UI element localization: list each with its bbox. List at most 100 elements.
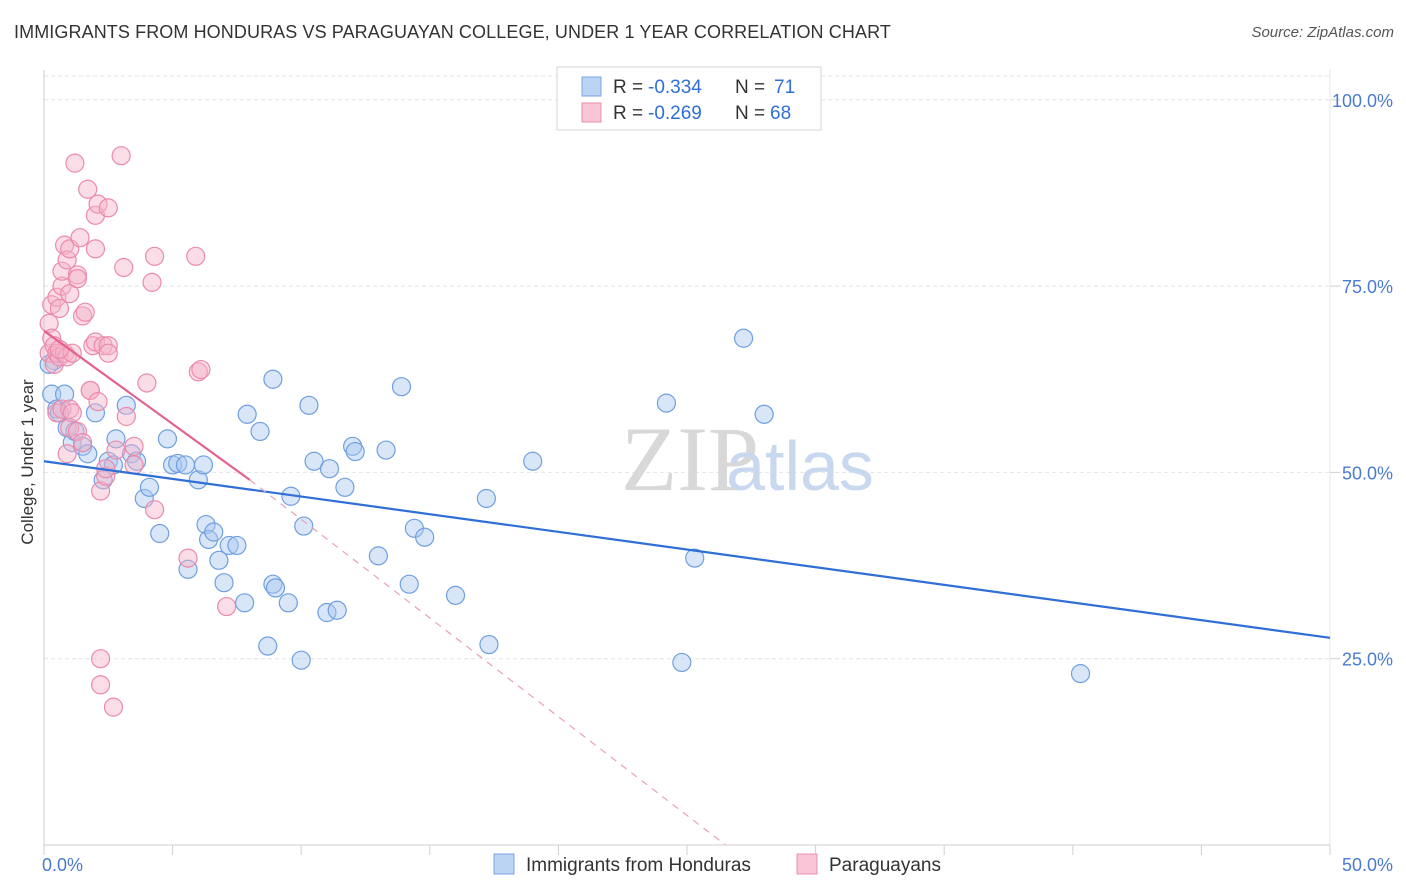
chart-title: IMMIGRANTS FROM HONDURAS VS PARAGUAYAN C… — [14, 22, 891, 42]
point-honduras-26 — [188, 470, 208, 490]
point-paraguayans-40 — [88, 392, 108, 412]
series-legend-swatch-paraguayans — [796, 853, 818, 875]
point-honduras-60 — [445, 585, 466, 605]
point-paraguayans-55 — [124, 436, 144, 456]
legend-swatch-blue — [581, 76, 602, 97]
point-honduras-23 — [168, 453, 188, 474]
point-honduras-57 — [399, 574, 419, 594]
point-paraguayans-59 — [144, 246, 165, 266]
point-paraguayans-61 — [178, 548, 198, 568]
point-paraguayans-28 — [67, 421, 88, 442]
point-paraguayans-53 — [114, 257, 134, 278]
point-honduras-42 — [278, 593, 298, 613]
y-tick-labels: 25.0% 50.0% 75.0% 100.0% — [1332, 91, 1393, 670]
point-honduras-65 — [672, 652, 692, 673]
point-paraguayans-11 — [52, 276, 72, 296]
point-honduras-61 — [476, 488, 496, 509]
series-legend: Immigrants from Honduras Paraguayans — [493, 853, 941, 876]
point-honduras-70 — [39, 354, 59, 374]
data-points — [39, 146, 1091, 717]
watermark-atlas: atlas — [726, 427, 874, 505]
point-paraguayans-48 — [98, 336, 118, 356]
point-paraguayans-45 — [96, 466, 116, 486]
axes — [43, 70, 1340, 855]
point-honduras-69 — [1070, 664, 1091, 684]
point-honduras-55 — [376, 440, 396, 460]
point-honduras-6 — [62, 432, 82, 453]
point-honduras-45 — [294, 516, 314, 536]
point-paraguayans-52 — [111, 146, 131, 166]
y-tick-label-3: 100.0% — [1332, 91, 1393, 111]
legend-swatch-pink — [581, 102, 602, 123]
point-paraguayans-64 — [191, 359, 211, 380]
point-paraguayans-29 — [70, 228, 90, 248]
point-paraguayans-9 — [49, 298, 70, 319]
point-honduras-47 — [304, 451, 324, 471]
point-honduras-41 — [265, 578, 286, 598]
point-paraguayans-66 — [72, 432, 93, 453]
point-honduras-19 — [139, 477, 160, 497]
grid-lines — [44, 75, 1330, 660]
legend-r-label-1: R = — [613, 77, 643, 98]
point-honduras-10 — [85, 403, 106, 423]
y-tick-label-1: 50.0% — [1342, 463, 1393, 483]
trend-line-honduras — [43, 460, 1331, 639]
point-paraguayans-10 — [49, 347, 70, 367]
point-honduras-32 — [214, 573, 234, 593]
point-paraguayans-39 — [88, 194, 108, 214]
point-honduras-28 — [196, 514, 216, 535]
point-honduras-50 — [327, 600, 347, 620]
point-paraguayans-47 — [98, 198, 118, 218]
point-honduras-30 — [204, 522, 224, 542]
trend-line-paraguayans — [43, 329, 251, 481]
point-paraguayans-50 — [103, 697, 124, 717]
point-paraguayans-20 — [60, 283, 80, 304]
point-honduras-59 — [415, 527, 435, 547]
point-paraguayans-49 — [98, 343, 118, 363]
trend-lines — [43, 329, 1331, 846]
point-paraguayans-14 — [54, 235, 75, 255]
point-honduras-52 — [343, 436, 363, 456]
point-honduras-27 — [193, 455, 214, 475]
point-honduras-33 — [219, 535, 239, 556]
legend-n-label-1: N = — [735, 77, 765, 98]
legend-n-label-2: N = — [735, 103, 765, 124]
point-honduras-39 — [263, 369, 283, 389]
point-honduras-4 — [54, 384, 75, 404]
trend-line-paraguayans-extension — [249, 479, 726, 846]
point-paraguayans-34 — [80, 380, 100, 401]
point-paraguayans-25 — [65, 153, 85, 173]
point-paraguayans-60 — [144, 500, 165, 520]
point-paraguayans-32 — [78, 179, 98, 199]
point-honduras-34 — [227, 535, 247, 556]
point-paraguayans-37 — [85, 239, 106, 259]
point-paraguayans-51 — [106, 440, 126, 460]
point-honduras-62 — [479, 634, 499, 655]
series-legend-label-honduras: Immigrants from Honduras — [526, 855, 751, 876]
point-paraguayans-42 — [90, 649, 111, 669]
legend-r-value-1: -0.334 — [648, 77, 702, 98]
point-paraguayans-31 — [75, 302, 95, 322]
point-paraguayans-0 — [39, 313, 59, 333]
point-paraguayans-43 — [90, 481, 111, 501]
point-paraguayans-18 — [57, 444, 77, 464]
y-tick-label-2: 75.0% — [1342, 277, 1393, 297]
point-honduras-68 — [754, 404, 774, 424]
point-honduras-24 — [175, 455, 196, 475]
point-paraguayans-8 — [47, 403, 67, 423]
legend-n-value-1: 71 — [774, 77, 795, 98]
point-paraguayans-6 — [47, 287, 67, 307]
point-honduras-54 — [368, 546, 388, 566]
point-paraguayans-56 — [124, 455, 144, 475]
point-honduras-67 — [733, 328, 754, 348]
legend-r-value-2: -0.269 — [648, 103, 702, 124]
point-paraguayans-62 — [186, 246, 206, 266]
point-paraguayans-24 — [62, 403, 82, 423]
watermark-zip: ZIP — [621, 408, 759, 510]
point-paraguayans-27 — [67, 269, 88, 289]
legend-n-value-2: 68 — [770, 103, 791, 124]
point-honduras-15 — [116, 395, 136, 415]
point-honduras-14 — [106, 429, 126, 449]
point-honduras-44 — [291, 650, 311, 670]
